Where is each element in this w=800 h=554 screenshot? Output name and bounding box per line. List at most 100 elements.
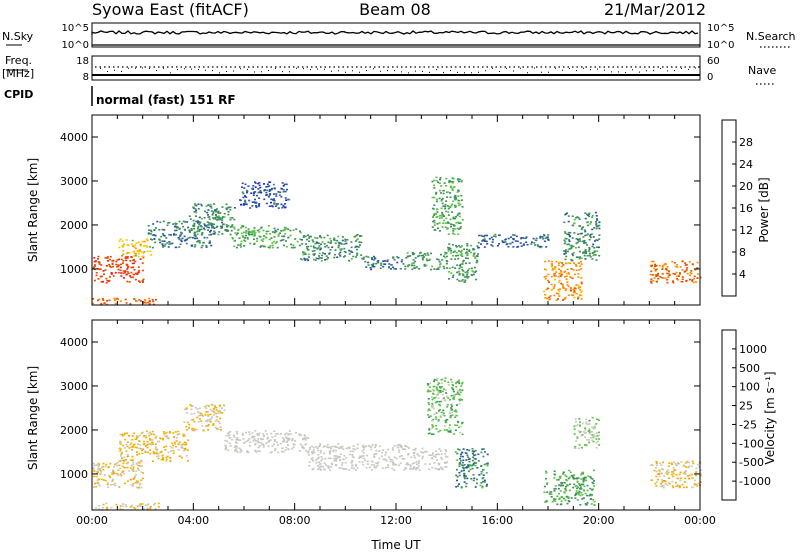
power-cell (438, 182, 441, 184)
power-cell (355, 256, 358, 258)
velocity-cell (442, 398, 445, 400)
colorbar-tick-label: -100 (739, 437, 764, 450)
power-cell (373, 265, 376, 268)
power-cell (548, 281, 550, 283)
power-cell (105, 277, 108, 280)
velocity-cell (266, 433, 269, 435)
velocity-cell (147, 432, 150, 435)
power-cell (257, 205, 260, 208)
power-cell (448, 180, 451, 183)
velocity-cell (164, 449, 167, 451)
power-cell (233, 227, 236, 230)
power-cell (253, 233, 256, 236)
power-cell (207, 204, 210, 206)
velocity-cell (462, 464, 465, 467)
power-cell (254, 181, 256, 183)
velocity-cell (686, 461, 689, 464)
velocity-cell (554, 485, 557, 487)
power-cell (458, 204, 460, 207)
power-cell (231, 236, 234, 239)
velocity-cell (369, 466, 371, 469)
power-cell (149, 238, 152, 240)
power-cell (591, 214, 594, 217)
power-cell (560, 272, 562, 274)
power-cell (282, 235, 285, 237)
velocity-cell (459, 391, 462, 394)
velocity-cell (98, 478, 101, 481)
power-cell (433, 268, 436, 270)
velocity-cell (182, 435, 185, 437)
power-cell (445, 185, 448, 187)
velocity-cell (135, 473, 137, 476)
velocity-cell (569, 471, 572, 474)
velocity-cell (660, 485, 663, 488)
power-cell (146, 250, 149, 253)
power-cell (242, 192, 245, 195)
power-cell (279, 239, 282, 242)
velocity-cell (387, 464, 389, 466)
cpid-row: CPID normal (fast) 151 RF (4, 86, 236, 107)
power-cell (327, 257, 330, 259)
power-cell (579, 288, 582, 291)
power-cell (134, 260, 137, 263)
power-cell (143, 240, 146, 243)
velocity-cell (318, 467, 321, 469)
power-cell (591, 216, 593, 219)
power-cell (125, 259, 128, 262)
power-cell (185, 238, 188, 241)
power-cell (242, 196, 245, 199)
power-cell (655, 264, 658, 267)
velocity-cell (359, 456, 362, 459)
velocity-cell (137, 436, 140, 438)
velocity-cell (427, 389, 430, 391)
velocity-cell (134, 438, 137, 440)
power-cell (98, 298, 101, 301)
power-cell (560, 265, 563, 268)
power-cell (513, 234, 516, 236)
power-cell (547, 239, 550, 241)
power-cell (312, 240, 315, 243)
velocity-cell (580, 435, 583, 437)
power-cell (316, 242, 319, 244)
velocity-cell (457, 448, 460, 450)
velocity-cell (427, 398, 430, 400)
power-cell (138, 280, 140, 282)
velocity-cell (399, 445, 402, 448)
velocity-cell (442, 409, 445, 412)
velocity-cell (693, 483, 696, 486)
power-cell (170, 242, 173, 245)
power-cell (665, 263, 668, 265)
power-cell (237, 228, 240, 231)
power-cell (283, 183, 286, 186)
velocity-cell (455, 393, 458, 396)
power-cell (114, 302, 117, 305)
power-cell (547, 273, 550, 276)
power-cell (141, 262, 144, 264)
power-cell (180, 240, 183, 243)
velocity-cell (567, 500, 570, 502)
velocity-cell (146, 441, 149, 443)
power-cell (308, 237, 311, 239)
velocity-cell (323, 468, 326, 471)
velocity-cell (317, 468, 319, 471)
velocity-cell (427, 408, 430, 410)
velocity-cell (443, 399, 446, 402)
velocity-cell (574, 497, 577, 499)
power-cell (188, 215, 191, 217)
velocity-cell (315, 446, 318, 448)
power-cell (565, 272, 568, 275)
velocity-cell (451, 405, 454, 408)
velocity-cell (671, 471, 673, 473)
power-cell (401, 259, 404, 261)
velocity-cell (142, 443, 145, 446)
velocity-cell (119, 467, 122, 470)
power-cell (568, 239, 570, 241)
power-cell (203, 228, 206, 231)
power-cell (312, 245, 315, 248)
power-cell (192, 206, 195, 208)
velocity-cell (691, 486, 694, 489)
power-cell (123, 243, 125, 245)
velocity-cell (162, 431, 165, 433)
power-cell (227, 230, 229, 232)
velocity-cell (354, 463, 357, 466)
